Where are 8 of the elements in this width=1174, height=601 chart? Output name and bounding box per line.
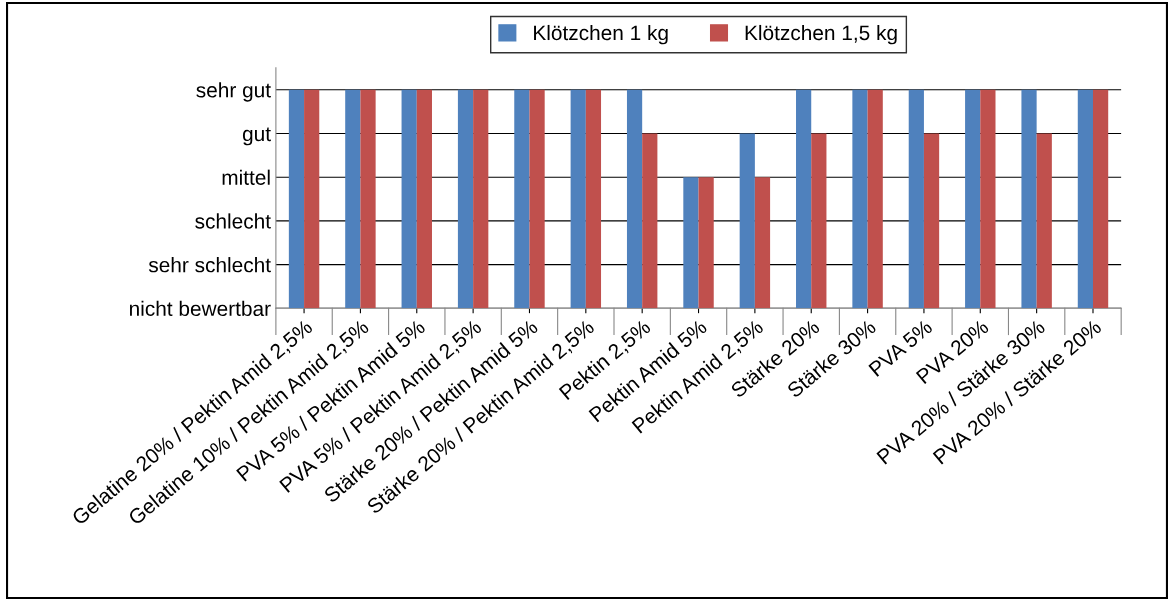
text: sehr schlecht xyxy=(148,257,271,273)
text: mittel xyxy=(222,169,270,185)
text: sehr gut xyxy=(196,82,271,102)
legend-label: Klötzchen 1 kg xyxy=(534,24,668,45)
text: nicht bewertbar xyxy=(129,300,271,317)
legend-label: Klötzchen 1,5 kg xyxy=(745,24,897,45)
text: gut xyxy=(242,127,271,146)
text: schlecht xyxy=(195,213,271,229)
